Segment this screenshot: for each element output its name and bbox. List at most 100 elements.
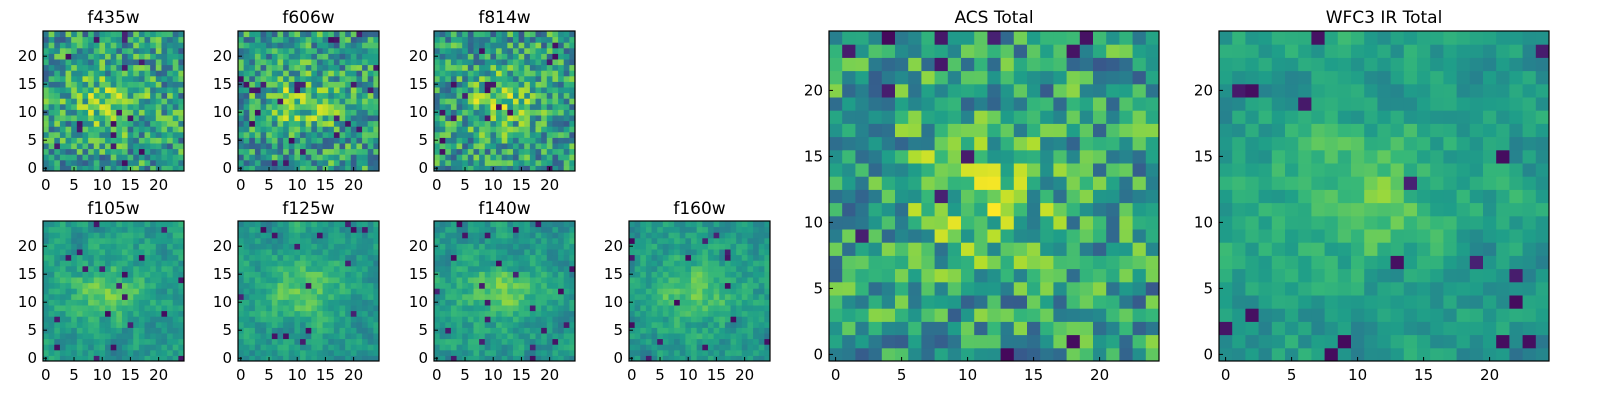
heatmap-cell — [974, 242, 988, 256]
heatmap-cell — [484, 64, 491, 71]
heatmap-cell — [161, 36, 168, 43]
heatmap-cell — [987, 149, 1002, 164]
heatmap-cell — [356, 115, 363, 122]
heatmap-cell — [144, 154, 151, 161]
heatmap-cell — [238, 249, 245, 256]
heatmap-cell — [450, 75, 458, 82]
heatmap-cells — [434, 221, 576, 362]
heatmap-cell — [829, 308, 843, 322]
heatmap-cell — [59, 53, 67, 60]
heatmap-cell — [507, 87, 514, 94]
heatmap-cell — [512, 120, 520, 127]
heatmap-cell — [462, 115, 469, 122]
heatmap-cell — [546, 115, 553, 122]
heatmap-cell — [1040, 123, 1054, 138]
heatmap-cell — [339, 237, 346, 244]
heatmap-cell — [541, 226, 548, 233]
heatmap-cell — [696, 293, 703, 300]
heatmap-cell — [121, 31, 129, 38]
heatmap-cell — [462, 254, 469, 261]
heatmap-cell — [65, 70, 72, 77]
heatmap-cell — [569, 31, 576, 38]
heatmap-cell — [829, 229, 843, 243]
heatmap-cell — [322, 75, 329, 82]
heatmap-cell — [529, 165, 537, 172]
heatmap-cell — [541, 349, 548, 356]
heatmap-cell — [127, 338, 134, 345]
heatmap-cell — [271, 109, 278, 116]
heatmap-cell — [99, 126, 106, 133]
heatmap-cells — [238, 31, 380, 172]
heatmap-cell — [450, 148, 458, 155]
heatmap-cell — [501, 59, 508, 66]
heatmap-cell — [713, 254, 720, 261]
heatmap-cell — [93, 143, 100, 150]
heatmap-cell — [260, 349, 267, 356]
heatmap-cell — [524, 81, 531, 88]
heatmap-cell — [634, 221, 641, 228]
heatmap-cell — [116, 254, 123, 261]
heatmap-cell — [507, 53, 514, 60]
heatmap-cell — [439, 165, 446, 172]
heatmap-cell — [65, 81, 72, 88]
heatmap-cell — [450, 327, 458, 334]
heatmap-cell — [456, 120, 463, 127]
heatmap-cell — [908, 163, 922, 177]
heatmap-cell — [558, 277, 565, 284]
heatmap-cell — [116, 316, 123, 323]
heatmap-cell — [59, 327, 67, 334]
heatmap-cell — [43, 293, 50, 300]
heatmap-cell — [736, 344, 743, 351]
heatmap-cell — [702, 299, 709, 306]
heatmap-cell — [674, 221, 681, 228]
heatmap-cell — [529, 159, 537, 166]
heatmap-cell — [1000, 229, 1015, 243]
heatmap-cell — [305, 75, 312, 82]
heatmap-cell — [501, 237, 508, 244]
heatmap-cell — [271, 42, 278, 49]
heatmap-cell — [65, 305, 72, 312]
heatmap-cell — [640, 282, 647, 289]
heatmap-cell — [161, 109, 168, 116]
heatmap-cell — [254, 31, 262, 38]
heatmap-cell — [753, 277, 760, 284]
heatmap-cell — [288, 98, 295, 105]
heatmap-cell — [178, 92, 185, 99]
heatmap-cell — [895, 163, 909, 177]
heatmap-cell — [908, 268, 922, 283]
heatmap-cell — [249, 137, 256, 144]
heatmap-cell — [367, 31, 374, 38]
heatmap-cell — [947, 202, 962, 217]
heatmap-cell — [974, 347, 988, 362]
heatmap-cell — [724, 316, 732, 323]
heatmap-cell — [741, 333, 748, 340]
heatmap-cell — [367, 226, 374, 233]
heatmap-cell — [373, 70, 380, 77]
heatmap-cell — [501, 109, 508, 116]
heatmap-cell — [1027, 149, 1041, 164]
heatmap-cell — [987, 215, 1002, 230]
heatmap-cell — [518, 226, 525, 233]
heatmap-cell — [373, 254, 380, 261]
heatmap-cell — [529, 92, 537, 99]
heatmap-cell — [563, 271, 570, 278]
heatmap-cell — [524, 137, 531, 144]
heatmap-cell — [249, 87, 256, 94]
heatmap-cell — [238, 115, 245, 122]
heatmap-cell — [829, 176, 843, 190]
heatmap-cell — [328, 59, 335, 66]
heatmap-cell — [71, 327, 78, 334]
heatmap-cell — [456, 299, 463, 306]
heatmap-cell — [445, 131, 452, 138]
heatmap-cell — [842, 347, 856, 362]
heatmap-cell — [558, 109, 565, 116]
heatmap-cell — [76, 321, 83, 328]
heatmap-cell — [88, 232, 95, 239]
heatmap-cell — [316, 349, 324, 356]
heatmap-cell — [333, 316, 341, 323]
heatmap-cell — [484, 265, 491, 272]
heatmap-cell — [322, 310, 329, 317]
heatmap-cell — [82, 109, 89, 116]
heatmap-cell — [144, 349, 151, 356]
heatmap-cell — [467, 126, 474, 133]
